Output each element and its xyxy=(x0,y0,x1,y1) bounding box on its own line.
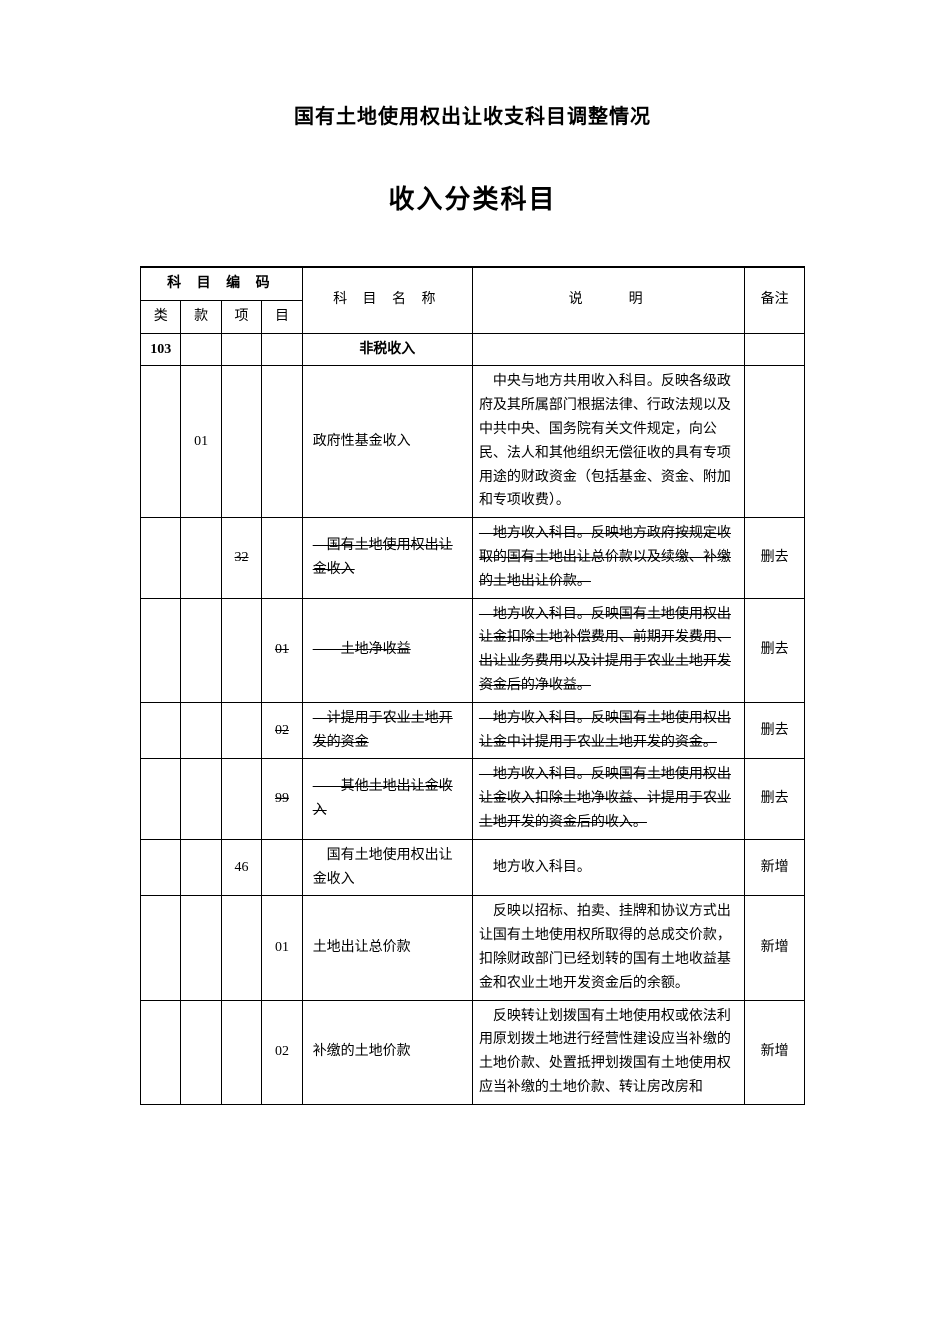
cell-mu: 99 xyxy=(262,759,302,839)
cell-xiang: 32 xyxy=(221,518,261,598)
cell-cat xyxy=(141,1000,181,1104)
cell-note xyxy=(745,366,805,518)
cell-note: 删去 xyxy=(745,598,805,702)
cell-mu xyxy=(262,839,302,896)
cell-cat xyxy=(141,839,181,896)
cell-name: 政府性基金收入 xyxy=(302,366,472,518)
cell-xiang xyxy=(221,759,261,839)
document-title: 国有土地使用权出让收支科目调整情况 xyxy=(140,100,805,129)
cell-kuan: 01 xyxy=(181,366,221,518)
cell-cat xyxy=(141,598,181,702)
header-cat: 类 xyxy=(141,300,181,333)
table-row: 46 国有土地使用权出让金收入 地方收入科目。新增 xyxy=(141,839,805,896)
header-mu: 目 xyxy=(262,300,302,333)
table-row: 02补缴的土地价款 反映转让划拨国有土地使用权或依法利用原划拨土地进行经营性建设… xyxy=(141,1000,805,1104)
cell-xiang xyxy=(221,702,261,759)
cell-desc: 地方收入科目。 xyxy=(472,839,744,896)
cell-mu xyxy=(262,333,302,366)
cell-name: 其他土地出让金收入 xyxy=(302,759,472,839)
cell-cat xyxy=(141,759,181,839)
header-name: 科 目 名 称 xyxy=(302,267,472,333)
cell-desc: 地方收入科目。反映国有土地使用权出让金扣除土地补偿费用、前期开发费用、出让业务费… xyxy=(472,598,744,702)
cell-note: 删去 xyxy=(745,759,805,839)
table-row: 01 土地净收益 地方收入科目。反映国有土地使用权出让金扣除土地补偿费用、前期开… xyxy=(141,598,805,702)
cell-xiang xyxy=(221,1000,261,1104)
cell-xiang xyxy=(221,598,261,702)
cell-kuan xyxy=(181,839,221,896)
cell-name: 国有土地使用权出让金收入 xyxy=(302,839,472,896)
cell-mu xyxy=(262,518,302,598)
cell-kuan xyxy=(181,598,221,702)
cell-note: 删去 xyxy=(745,518,805,598)
cell-mu: 02 xyxy=(262,702,302,759)
cell-note: 删去 xyxy=(745,702,805,759)
cell-xiang xyxy=(221,333,261,366)
header-code-group: 科 目 编 码 xyxy=(141,267,303,300)
cell-note xyxy=(745,333,805,366)
cell-mu xyxy=(262,366,302,518)
table-row: 103 非税收入 xyxy=(141,333,805,366)
cell-xiang: 46 xyxy=(221,839,261,896)
cell-mu: 01 xyxy=(262,598,302,702)
header-xiang: 项 xyxy=(221,300,261,333)
table-row: 32 国有土地使用权出让金收入 地方收入科目。反映地方政府按规定收取的国有土地出… xyxy=(141,518,805,598)
cell-desc: 反映以招标、拍卖、挂牌和协议方式出让国有土地使用权所取得的总成交价款，扣除财政部… xyxy=(472,896,744,1000)
header-kuan: 款 xyxy=(181,300,221,333)
cell-desc: 地方收入科目。反映国有土地使用权出让金中计提用于农业土地开发的资金。 xyxy=(472,702,744,759)
cell-kuan xyxy=(181,333,221,366)
table-row: 99 其他土地出让金收入 地方收入科目。反映国有土地使用权出让金收入扣除土地净收… xyxy=(141,759,805,839)
cell-desc: 中央与地方共用收入科目。反映各级政府及其所属部门根据法律、行政法规以及中共中央、… xyxy=(472,366,744,518)
cell-name: 非税收入 xyxy=(302,333,472,366)
cell-mu: 02 xyxy=(262,1000,302,1104)
cell-cat: 103 xyxy=(141,333,181,366)
cell-note: 新增 xyxy=(745,896,805,1000)
cell-note: 新增 xyxy=(745,1000,805,1104)
cell-xiang xyxy=(221,366,261,518)
section-title: 收入分类科目 xyxy=(140,179,805,216)
cell-kuan xyxy=(181,896,221,1000)
header-desc: 说 明 xyxy=(472,267,744,333)
cell-note: 新增 xyxy=(745,839,805,896)
cell-name: 土地出让总价款 xyxy=(302,896,472,1000)
cell-desc: 地方收入科目。反映国有土地使用权出让金收入扣除土地净收益、计提用于农业土地开发的… xyxy=(472,759,744,839)
cell-kuan xyxy=(181,702,221,759)
table-row: 01土地出让总价款 反映以招标、拍卖、挂牌和协议方式出让国有土地使用权所取得的总… xyxy=(141,896,805,1000)
table-row: 01 政府性基金收入 中央与地方共用收入科目。反映各级政府及其所属部门根据法律、行… xyxy=(141,366,805,518)
header-note: 备注 xyxy=(745,267,805,333)
cell-kuan xyxy=(181,1000,221,1104)
cell-name: 国有土地使用权出让金收入 xyxy=(302,518,472,598)
cell-desc: 反映转让划拨国有土地使用权或依法利用原划拨土地进行经营性建设应当补缴的土地价款、… xyxy=(472,1000,744,1104)
table-header: 科 目 编 码 科 目 名 称 说 明 备注 类 款 项 目 xyxy=(141,267,805,333)
cell-cat xyxy=(141,702,181,759)
table-row: 02 计提用于农业土地开发的资金 地方收入科目。反映国有土地使用权出让金中计提用… xyxy=(141,702,805,759)
cell-name: 计提用于农业土地开发的资金 xyxy=(302,702,472,759)
cell-kuan xyxy=(181,759,221,839)
cell-name: 补缴的土地价款 xyxy=(302,1000,472,1104)
table-body: 103非税收入01政府性基金收入 中央与地方共用收入科目。反映各级政府及其所属部… xyxy=(141,333,805,1104)
cell-desc: 地方收入科目。反映地方政府按规定收取的国有土地出让总价款以及续缴、补缴的土地出让… xyxy=(472,518,744,598)
cell-cat xyxy=(141,896,181,1000)
cell-cat xyxy=(141,366,181,518)
cell-name: 土地净收益 xyxy=(302,598,472,702)
cell-cat xyxy=(141,518,181,598)
cell-desc xyxy=(472,333,744,366)
cell-xiang xyxy=(221,896,261,1000)
subject-table: 科 目 编 码 科 目 名 称 说 明 备注 类 款 项 目 103非税收入01… xyxy=(140,266,805,1105)
cell-mu: 01 xyxy=(262,896,302,1000)
cell-kuan xyxy=(181,518,221,598)
